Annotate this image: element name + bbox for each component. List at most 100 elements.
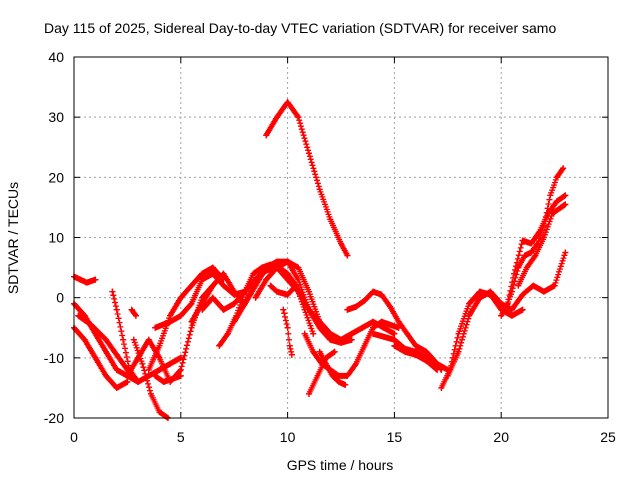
- data-point: [344, 252, 351, 259]
- data-point: [83, 279, 90, 286]
- data-point: [553, 174, 560, 181]
- data-point: [280, 306, 287, 313]
- data-point: [305, 306, 312, 313]
- data-point: [528, 240, 535, 247]
- data-point: [352, 360, 359, 367]
- data-point: [361, 297, 368, 304]
- series-arc-29: [502, 165, 567, 313]
- series-arc-17: [267, 282, 300, 298]
- data-point: [267, 282, 274, 289]
- data-point: [241, 288, 248, 295]
- data-point: [273, 264, 280, 271]
- data-point: [188, 282, 195, 289]
- data-point: [370, 324, 377, 331]
- data-point: [359, 324, 366, 331]
- data-point: [169, 375, 176, 382]
- data-point: [295, 276, 302, 283]
- data-point: [220, 306, 227, 313]
- data-point: [188, 300, 195, 307]
- y-tick-label: 0: [56, 290, 64, 306]
- data-point: [216, 342, 223, 349]
- data-point: [395, 318, 402, 325]
- data-point: [423, 348, 430, 355]
- data-point: [434, 366, 441, 373]
- x-axis-title: GPS time / hours: [287, 457, 394, 473]
- data-point: [329, 372, 336, 379]
- data-point: [273, 114, 280, 121]
- series-arc-20: [301, 318, 402, 379]
- data-point: [391, 336, 398, 343]
- y-tick-label: -10: [44, 350, 64, 366]
- series-arc-8: [128, 306, 139, 319]
- data-point: [508, 306, 515, 313]
- data-point: [558, 204, 565, 211]
- data-point: [284, 99, 291, 106]
- series-arc-26: [438, 288, 526, 391]
- series-marks: [263, 99, 351, 259]
- data-point: [387, 303, 394, 310]
- data-point: [263, 132, 270, 139]
- data-point: [476, 288, 483, 295]
- data-point: [273, 288, 280, 295]
- data-point: [156, 342, 163, 349]
- data-point: [284, 270, 291, 277]
- series-arc-23: [344, 288, 445, 373]
- data-point: [88, 321, 95, 328]
- data-point: [323, 360, 330, 367]
- data-point: [199, 300, 206, 307]
- data-point: [152, 372, 159, 379]
- y-tick-label: -20: [44, 410, 64, 426]
- data-point: [113, 306, 120, 313]
- data-point: [540, 234, 547, 241]
- x-tick-label: 15: [387, 429, 403, 445]
- data-point: [310, 330, 317, 337]
- data-point: [224, 330, 231, 337]
- y-tick-label: 40: [48, 49, 64, 65]
- data-point: [152, 324, 159, 331]
- series-arc-22: [316, 348, 349, 388]
- data-point: [370, 330, 377, 337]
- data-point: [540, 222, 547, 229]
- data-point: [508, 288, 515, 295]
- y-tick-label: 30: [48, 109, 64, 125]
- x-tick-label: 5: [177, 429, 185, 445]
- data-point: [455, 348, 462, 355]
- series-arc-10: [152, 372, 184, 385]
- data-point: [160, 378, 167, 385]
- data-point: [209, 270, 216, 277]
- data-point: [231, 288, 238, 295]
- data-point: [348, 336, 355, 343]
- data-point: [209, 264, 216, 271]
- data-series: [71, 99, 569, 421]
- data-point: [113, 384, 120, 391]
- data-point: [515, 282, 522, 289]
- data-point: [378, 291, 385, 298]
- x-tick-label: 10: [280, 429, 296, 445]
- data-point: [167, 318, 174, 325]
- series-arc-16: [252, 258, 334, 337]
- series-marks: [515, 201, 569, 289]
- data-point: [209, 282, 216, 289]
- data-point: [338, 240, 344, 247]
- data-point: [188, 324, 195, 331]
- x-tick-label: 25: [600, 429, 616, 445]
- data-point: [551, 282, 558, 289]
- data-point: [288, 351, 295, 358]
- series-marks: [438, 288, 526, 391]
- data-point: [508, 312, 515, 319]
- data-point: [530, 282, 537, 289]
- data-point: [434, 360, 441, 367]
- data-point: [77, 276, 84, 283]
- data-point: [412, 351, 419, 358]
- y-axis-title: SDTVAR / TECUs: [5, 182, 21, 294]
- x-tick-label: 0: [70, 429, 78, 445]
- data-point: [120, 336, 127, 343]
- data-point: [455, 330, 462, 337]
- data-point: [145, 336, 152, 343]
- series-arc-1: [71, 273, 99, 286]
- data-point: [81, 336, 88, 343]
- data-point: [109, 288, 116, 295]
- series-arc-30: [515, 201, 569, 289]
- data-point: [370, 288, 377, 295]
